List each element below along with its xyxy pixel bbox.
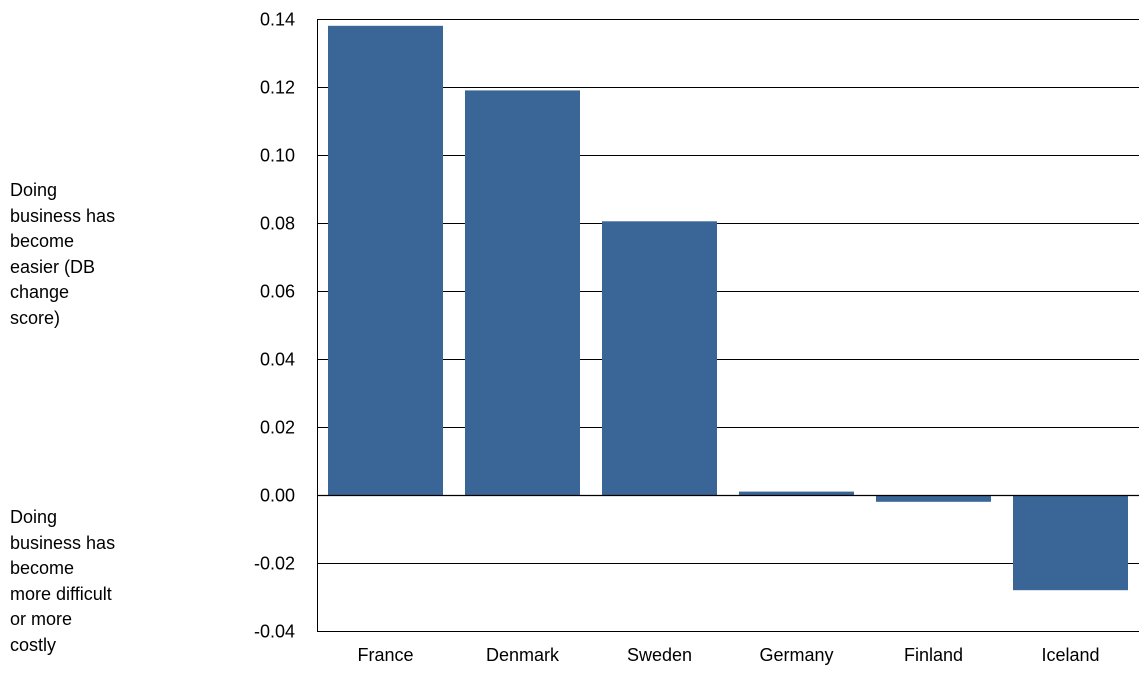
y-tick-label: 0.00 [260, 486, 295, 506]
bar-france [328, 25, 443, 496]
annotation-line: or more [10, 609, 73, 629]
annotation-line: Doing [10, 507, 58, 527]
x-tick-label: Sweden [627, 645, 692, 665]
annotation-line: business has [10, 205, 116, 226]
annotation-line: business has [10, 532, 116, 553]
annotation-line: Doing [10, 180, 58, 200]
x-tick-label: Germany [759, 645, 833, 665]
annotation-line: more difficult [10, 583, 112, 604]
y-tick-label: 0.02 [260, 418, 295, 438]
y-tick-label: 0.10 [260, 146, 295, 166]
y-tick-label: 0.06 [260, 282, 295, 302]
x-tick-label: France [357, 645, 413, 665]
y-tick-label: 0.14 [260, 10, 295, 30]
y-tick-label: 0.12 [260, 78, 295, 98]
bar-sweden [602, 221, 717, 496]
annotation-line: change [10, 282, 70, 302]
annotation-line: easier (DB [10, 256, 96, 277]
bar-finland [876, 495, 991, 502]
annotation-line: become [10, 558, 75, 578]
annotation-more-difficult: Doing business has become more difficult… [10, 505, 115, 658]
x-tick-label: Denmark [486, 645, 560, 665]
y-tick-label: -0.04 [254, 622, 295, 642]
y-tick-label: -0.02 [254, 554, 295, 574]
annotation-line: score) [10, 307, 61, 328]
bar-denmark [465, 90, 580, 496]
bar-iceland [1013, 495, 1128, 591]
annotation-line: costly [10, 634, 57, 655]
bar-germany [739, 491, 854, 495]
y-tick-label: 0.08 [260, 214, 295, 234]
annotation-line: become [10, 231, 75, 251]
x-tick-label: Iceland [1041, 645, 1099, 665]
x-tick-label: Finland [904, 645, 963, 665]
annotation-easier: Doing business has become easier (DB cha… [10, 178, 115, 331]
y-tick-label: 0.04 [260, 350, 295, 370]
